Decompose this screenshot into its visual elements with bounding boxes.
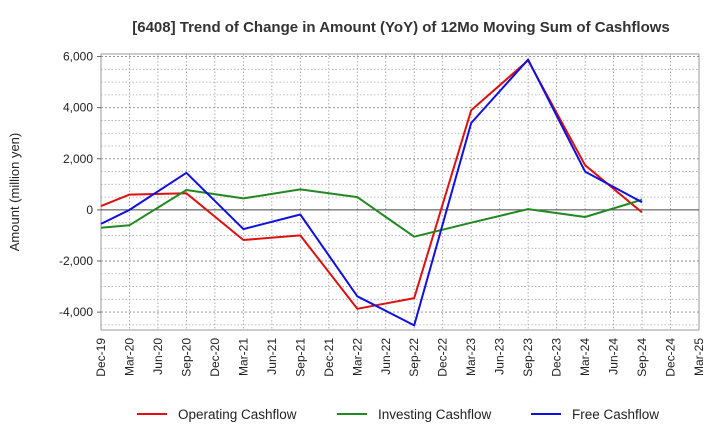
- x-tick-label: Sep-22: [407, 338, 421, 377]
- x-tick-label: Jun-21: [265, 338, 279, 375]
- plot-area: [100, 53, 700, 331]
- x-tick-label: Dec-19: [94, 338, 108, 377]
- x-tick-label: Mar-24: [578, 338, 592, 376]
- y-axis-label: Amount (million yen): [7, 133, 22, 252]
- y-tick-label: 0: [86, 203, 93, 217]
- x-tick-label: Sep-21: [293, 338, 307, 377]
- legend: Operating Cashflow Investing Cashflow Free…: [137, 407, 659, 422]
- x-tick-label: Dec-21: [322, 338, 336, 377]
- y-tick-label: 4,000: [63, 101, 93, 115]
- data-series: [100, 58, 643, 327]
- y-tick-label: -4,000: [59, 305, 93, 319]
- x-tick-label: Dec-20: [208, 338, 222, 377]
- x-tick-label: Mar-20: [122, 338, 136, 376]
- x-tick-label: Dec-23: [550, 338, 564, 377]
- legend-label: Investing Cashflow: [378, 407, 492, 422]
- y-tick-label: 2,000: [63, 152, 93, 166]
- x-tick-label: Mar-22: [350, 338, 364, 376]
- x-tick-label: Jun-23: [493, 338, 507, 375]
- x-axis-ticks: Dec-19 Mar-20 Jun-20 Sep-20 Dec-20 Mar-21 Jun-…: [94, 338, 706, 377]
- y-axis-ticks: -4,000 -2,000 0 2,000 4,000 6,000: [59, 50, 101, 319]
- chart-title: [6408] Trend of Change in Amount (YoY) o…: [132, 19, 670, 36]
- x-tick-label: Sep-24: [635, 338, 649, 377]
- x-tick-label: Sep-20: [179, 338, 193, 377]
- legend-label: Free Cashflow: [572, 407, 659, 422]
- x-tick-label: Mar-25: [692, 338, 706, 376]
- x-tick-label: Sep-23: [521, 338, 535, 377]
- y-tick-label: -2,000: [59, 254, 93, 268]
- x-tick-label: Dec-24: [664, 338, 678, 377]
- y-tick-label: 6,000: [63, 50, 93, 64]
- x-tick-label: Jun-20: [151, 338, 165, 375]
- x-tick-label: Jun-24: [607, 338, 621, 375]
- x-tick-label: Dec-22: [436, 338, 450, 377]
- series-line-investing-cashflow: [100, 188, 643, 238]
- x-tick-label: Jun-22: [379, 338, 393, 375]
- legend-label: Operating Cashflow: [178, 407, 297, 422]
- x-tick-label: Mar-23: [464, 338, 478, 376]
- gridlines: [100, 54, 700, 330]
- x-tick-label: Mar-21: [236, 338, 250, 376]
- series-line-free-cashflow: [100, 58, 643, 327]
